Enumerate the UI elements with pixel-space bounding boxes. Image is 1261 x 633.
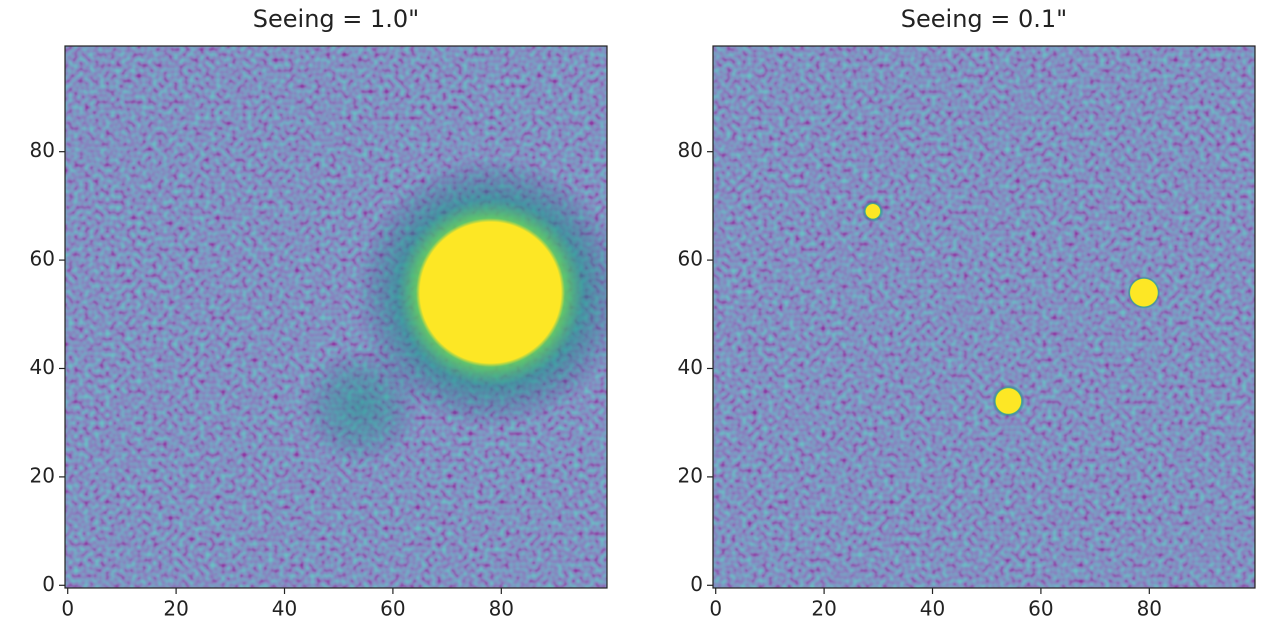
sources: [300, 157, 607, 467]
panel: Seeing = 0.1" 0 20 40 60 80 0 20 40 60 80: [678, 5, 1256, 621]
x-tick-label: 40: [920, 597, 945, 621]
x-tick-label: 60: [1028, 597, 1053, 621]
y-tick-label: 80: [678, 138, 703, 162]
x-tick-label: 80: [489, 597, 514, 621]
panel-title: Seeing = 0.1": [901, 5, 1067, 33]
y-tick-label: 60: [678, 247, 703, 271]
y-tick-label: 60: [30, 247, 55, 271]
y-tick-label: 20: [678, 463, 703, 487]
x-tick-label: 0: [709, 597, 722, 621]
x-tick-label: 60: [380, 597, 405, 621]
sources: [862, 200, 1161, 418]
panel-title: Seeing = 1.0": [253, 5, 419, 33]
source: [355, 157, 607, 429]
panel: Seeing = 1.0" 0 20 40 60 80 0 20 40 60 80: [30, 5, 608, 621]
source: [862, 200, 884, 223]
image-background: [713, 46, 1255, 588]
y-tick-label: 40: [30, 355, 55, 379]
x-tick-label: 20: [163, 597, 188, 621]
axes-frame: [64, 45, 608, 589]
y-tick-label: 0: [42, 572, 55, 596]
x-tick-label: 40: [272, 597, 297, 621]
y-tick-label: 20: [30, 463, 55, 487]
axes-frame: [712, 45, 1256, 589]
x-tick-label: 0: [61, 597, 74, 621]
y-tick-label: 80: [30, 138, 55, 162]
source: [992, 384, 1025, 418]
y-tick-label: 0: [690, 572, 703, 596]
source: [1127, 276, 1161, 309]
source: [300, 346, 421, 467]
x-tick-label: 20: [811, 597, 836, 621]
y-tick-label: 40: [678, 355, 703, 379]
x-tick-label: 80: [1137, 597, 1162, 621]
